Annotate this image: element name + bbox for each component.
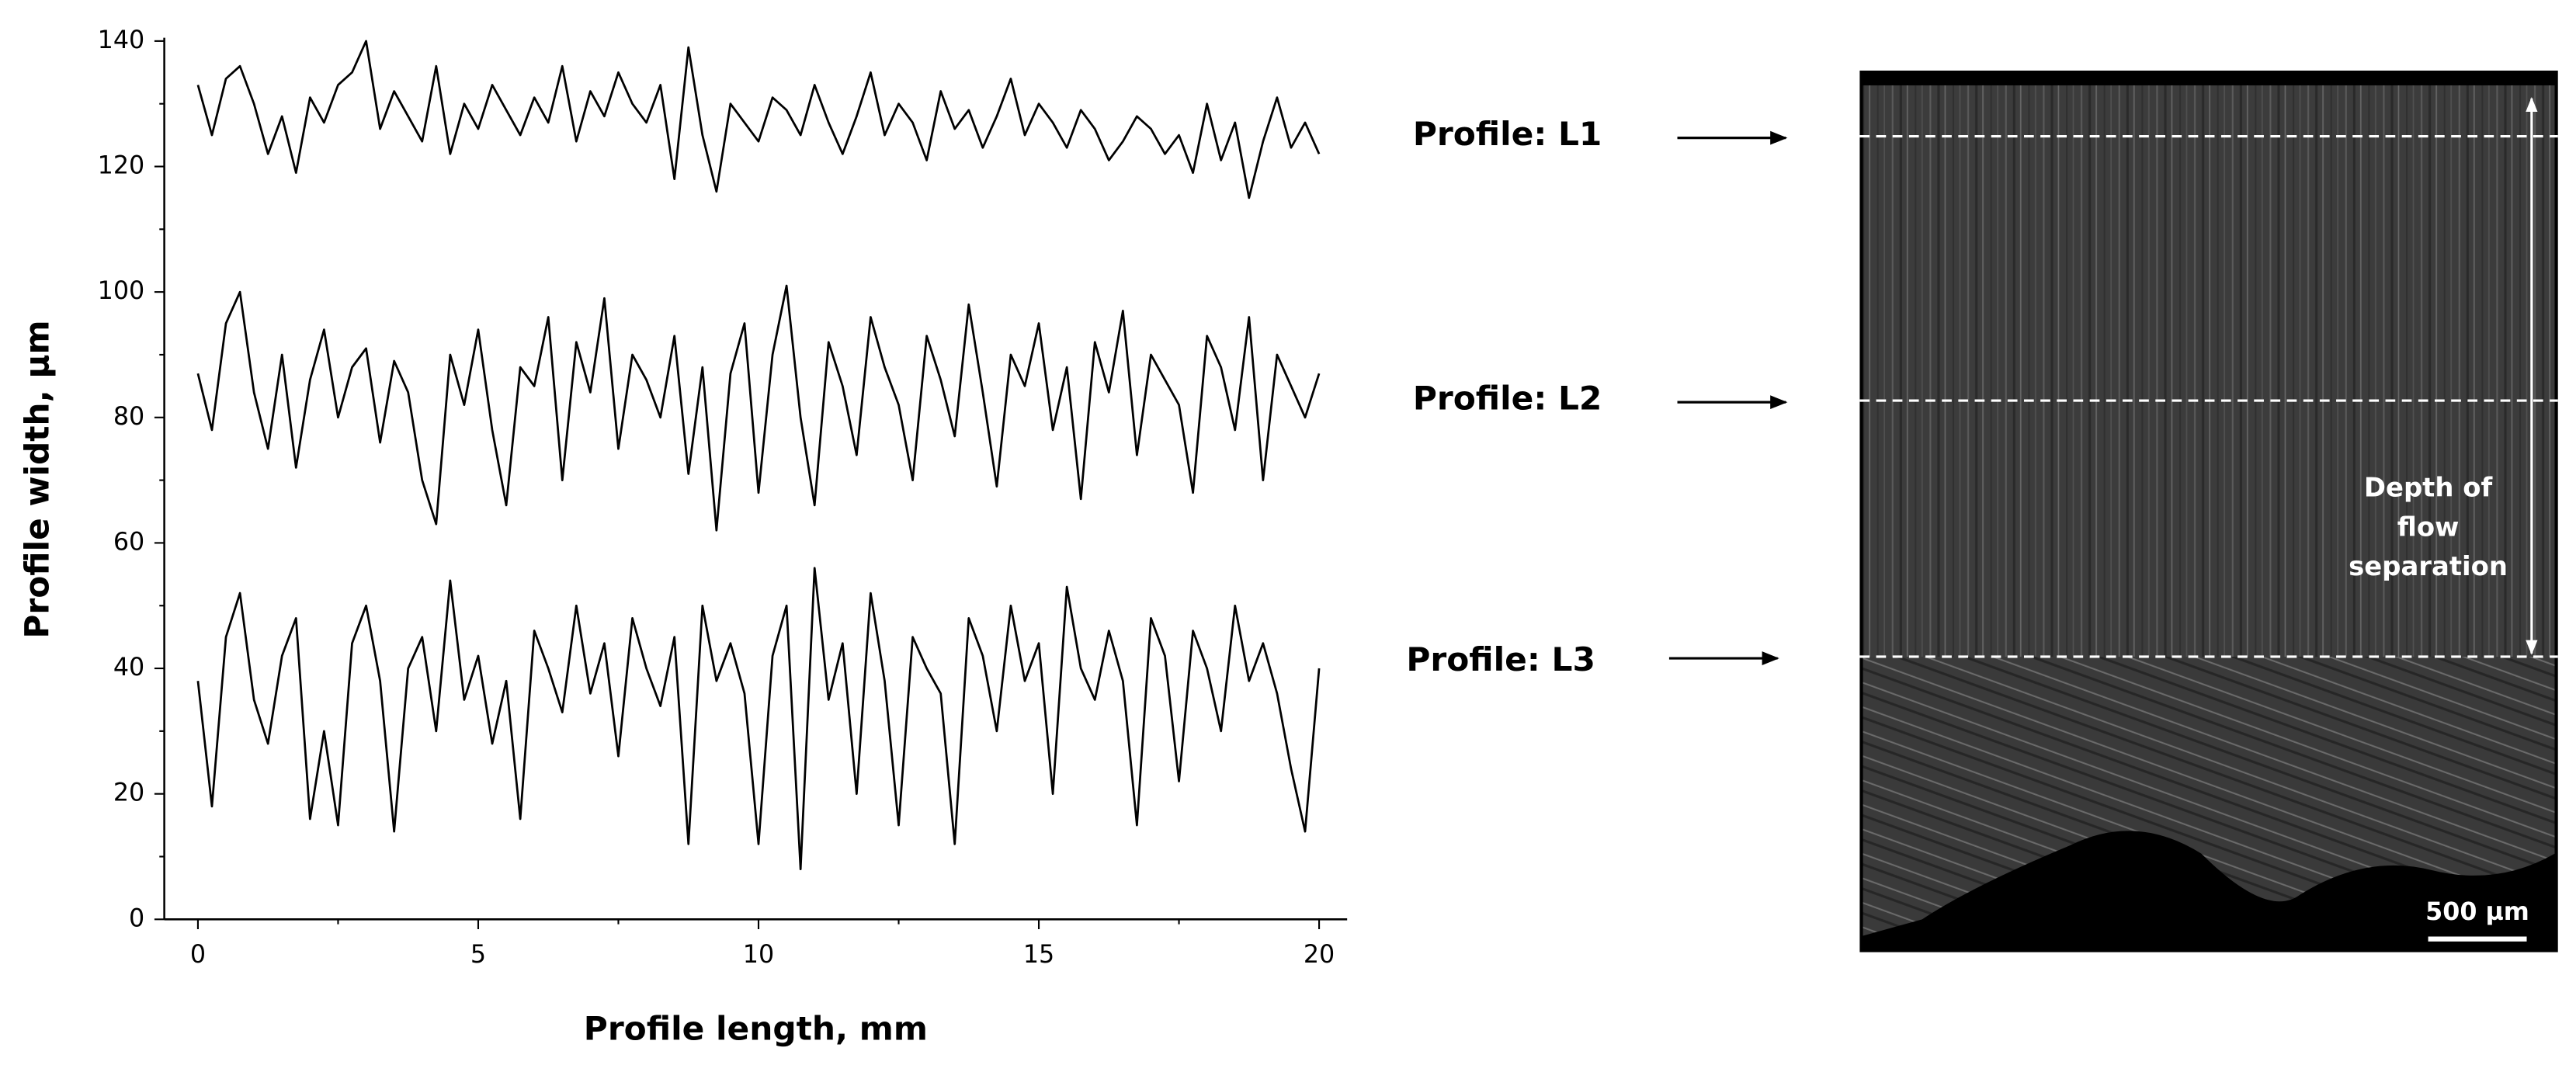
y-tick-label: 80: [113, 403, 144, 431]
annotation: Profile: L1: [1413, 115, 1602, 153]
y-tick-label: 40: [113, 654, 144, 682]
y-tick-label: 20: [113, 779, 144, 807]
depth-label: Depth of: [2364, 473, 2494, 503]
scale-bar-label: 500 µm: [2425, 898, 2529, 926]
profile-line: [196, 40, 1321, 199]
x-tick-label: 15: [1023, 941, 1054, 969]
y-tick-label: 100: [98, 277, 145, 305]
annotation: Profile: L2: [1413, 380, 1602, 418]
depth-label: separation: [2349, 551, 2508, 581]
micrograph: [1859, 70, 2558, 952]
y-tick-label: 120: [98, 152, 145, 180]
x-axis-label: Profile length, mm: [584, 1010, 928, 1048]
x-tick-label: 0: [190, 941, 206, 969]
profile-line: [196, 284, 1321, 532]
y-tick-label: 140: [98, 26, 145, 54]
annotation: Profile: L3: [1406, 640, 1595, 678]
x-tick-label: 20: [1304, 941, 1335, 969]
x-tick-label: 5: [470, 941, 486, 969]
y-tick-label: 60: [113, 528, 144, 556]
profile-line: [196, 567, 1321, 871]
depth-label: flow: [2397, 512, 2460, 542]
x-tick-label: 10: [743, 941, 774, 969]
y-axis-label: Profile width, µm: [18, 320, 56, 638]
y-tick-label: 0: [129, 904, 144, 932]
